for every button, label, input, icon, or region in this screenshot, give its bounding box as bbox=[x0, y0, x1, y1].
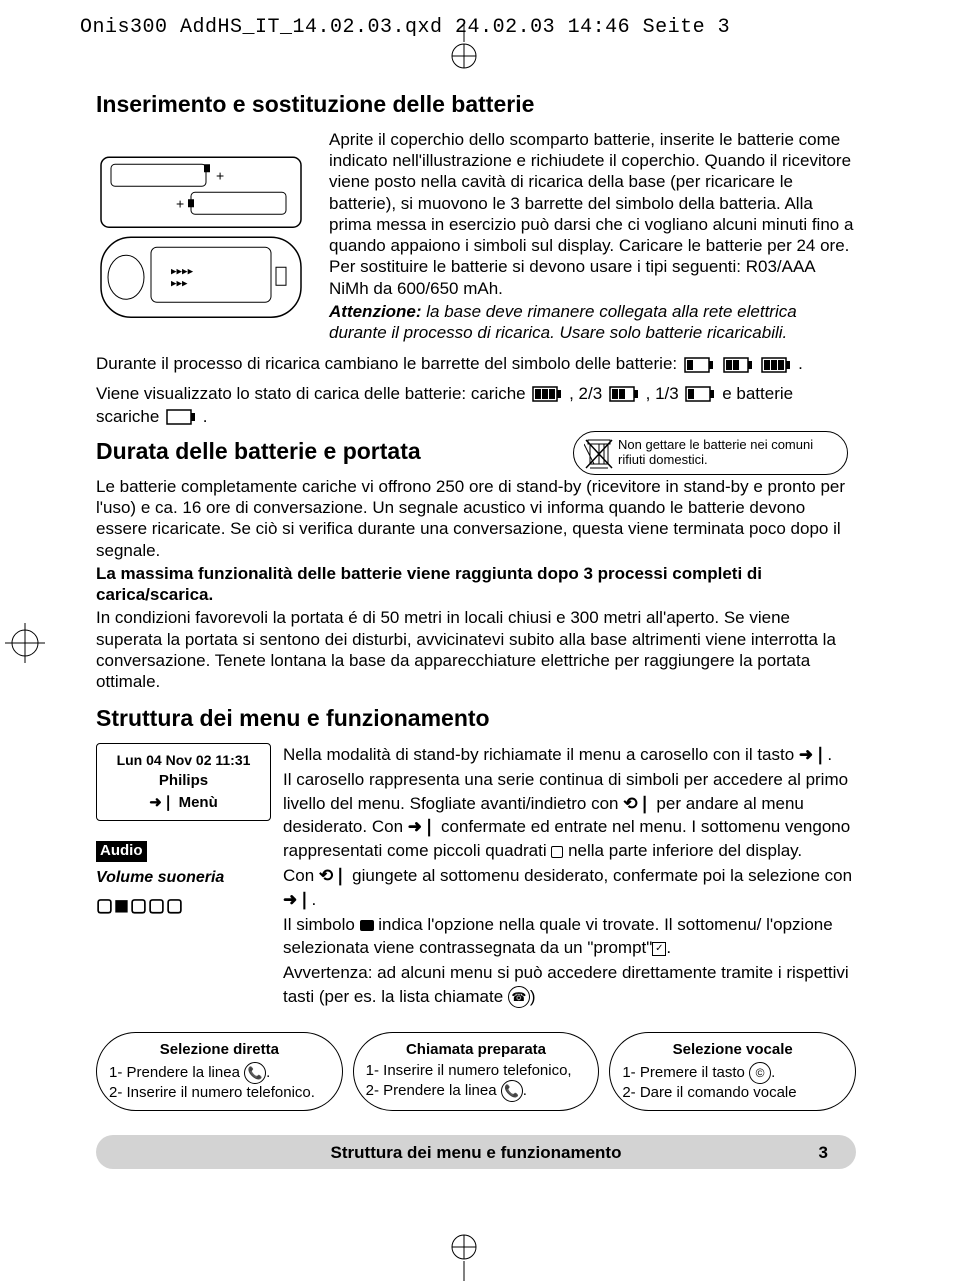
warning-label: Attenzione: bbox=[329, 302, 422, 321]
svg-text:+: + bbox=[176, 195, 184, 211]
battery-two-thirds-icon bbox=[609, 386, 639, 402]
position-icon bbox=[360, 920, 374, 931]
battery-anim-3-icon bbox=[761, 357, 791, 373]
p3b: , 2/3 bbox=[569, 384, 607, 403]
heading-batteries: Inserimento e sostituzione delle batteri… bbox=[96, 90, 856, 119]
p2b: . bbox=[798, 354, 803, 373]
registration-mark-left bbox=[0, 618, 50, 668]
phone-button-icon-2: 📞 bbox=[501, 1080, 523, 1102]
p3c: , 1/3 bbox=[646, 384, 684, 403]
p3a: Viene visualizzato lo stato di carica de… bbox=[96, 384, 530, 403]
m4c: . bbox=[666, 938, 671, 957]
charge-state-line1: Viene visualizzato lo stato di carica de… bbox=[96, 383, 856, 404]
m1b: . bbox=[827, 745, 832, 764]
lcd-audio: Audio bbox=[96, 841, 147, 862]
lcd-level-dots: ▢◼▢▢▢ bbox=[96, 894, 271, 917]
charging-symbol-text: Durante il processo di ricarica cambiano… bbox=[96, 353, 856, 374]
no-trash-icon bbox=[584, 438, 614, 472]
lcd-submenu: Audio Volume suoneria ▢◼▢▢▢ bbox=[96, 839, 271, 916]
print-header: Onis300 AddHS_IT_14.02.03.qxd 24.02.03 1… bbox=[80, 16, 730, 39]
pill2-step2: 2- Prendere la linea bbox=[366, 1082, 501, 1099]
battery-anim-1-icon bbox=[684, 357, 714, 373]
page-number: 3 bbox=[819, 1142, 828, 1163]
battery-empty-icon bbox=[166, 409, 196, 425]
svg-text:▸▸▸: ▸▸▸ bbox=[171, 277, 188, 289]
lcd-standby: Lun 04 Nov 02 11:31 Philips ➜❘ Menù bbox=[96, 743, 271, 821]
footer-bar: Struttura dei menu e funzionamento 3 bbox=[96, 1135, 856, 1169]
voice-button-icon: © bbox=[749, 1062, 771, 1084]
m2d: nella parte inferiore del display. bbox=[563, 841, 802, 860]
registration-mark-top bbox=[450, 22, 478, 76]
pill2-title: Chiamata preparata bbox=[366, 1041, 587, 1060]
lcd-volume: Volume suoneria bbox=[96, 868, 271, 888]
disposal-text: Non gettare le batterie nei comuni rifiu… bbox=[618, 437, 813, 467]
battery-warning: Attenzione: la base deve rimanere colleg… bbox=[329, 301, 856, 344]
pill3-step1: 1- Premere il tasto bbox=[622, 1063, 749, 1080]
pill2-step1: 1- Inserire il numero telefonico, bbox=[366, 1062, 587, 1081]
battery-full-icon bbox=[532, 386, 562, 402]
duration-p2: In condizioni favorevoli la portata é di… bbox=[96, 607, 856, 692]
pill1-step1: 1- Prendere la linea bbox=[109, 1063, 244, 1080]
duration-bold: La massima funzionalità delle batterie v… bbox=[96, 563, 856, 606]
battery-compartment-illustration: + + ▸▸▸▸ ▸▸▸ bbox=[96, 129, 311, 346]
p3e: scariche bbox=[96, 407, 164, 426]
p3f: . bbox=[203, 407, 208, 426]
pill1-step2: 2- Inserire il numero telefonico. bbox=[109, 1084, 330, 1103]
menu-description: Nella modalità di stand-by richiamate il… bbox=[283, 743, 856, 1010]
footer-title: Struttura dei menu e funzionamento bbox=[331, 1142, 622, 1163]
square-icon bbox=[551, 846, 563, 858]
m4a: Il simbolo bbox=[283, 915, 360, 934]
m5: Avvertenza: ad alcuni menu si può accede… bbox=[283, 963, 849, 1006]
lcd-date: Lun 04 Nov 02 11:31 bbox=[103, 750, 264, 770]
phone-button-icon: 📞 bbox=[244, 1062, 266, 1084]
lcd-brand: Philips bbox=[103, 770, 264, 792]
pill1-title: Selezione diretta bbox=[109, 1041, 330, 1060]
m3c: . bbox=[312, 890, 317, 909]
svg-text:+: + bbox=[216, 167, 224, 183]
heading-menu: Struttura dei menu e funzionamento bbox=[96, 704, 856, 733]
registration-mark-bottom bbox=[450, 1227, 478, 1281]
pill3-step2: 2- Dare il comando vocale bbox=[622, 1084, 843, 1103]
pill-voice-select: Selezione vocale 1- Premere il tasto ©. … bbox=[609, 1032, 856, 1112]
m3b: giungete al sottomenu desiderato, confer… bbox=[347, 866, 852, 885]
call-list-button-icon: ☎ bbox=[508, 986, 530, 1008]
battery-anim-2-icon bbox=[723, 357, 753, 373]
m1a: Nella modalità di stand-by richiamate il… bbox=[283, 745, 799, 764]
p2a: Durante il processo di ricarica cambiano… bbox=[96, 354, 682, 373]
pill-prepared-call: Chiamata preparata 1- Inserire il numero… bbox=[353, 1032, 600, 1112]
disposal-callout: Non gettare le batterie nei comuni rifiu… bbox=[573, 431, 848, 475]
pill-direct-select: Selezione diretta 1- Prendere la linea 📞… bbox=[96, 1032, 343, 1112]
m5b: ) bbox=[530, 987, 536, 1006]
pill3-title: Selezione vocale bbox=[622, 1041, 843, 1060]
lcd-menu-label: ➜❘ Menù bbox=[103, 792, 264, 814]
battery-one-third-icon bbox=[685, 386, 715, 402]
p3d: e batterie bbox=[722, 384, 793, 403]
charge-state-line2: scariche . bbox=[96, 406, 856, 427]
prompt-icon: ✓ bbox=[652, 942, 666, 956]
m3a: Con bbox=[283, 866, 319, 885]
duration-p1: Le batterie completamente cariche vi off… bbox=[96, 476, 856, 561]
svg-text:▸▸▸▸: ▸▸▸▸ bbox=[171, 265, 194, 277]
battery-instructions: Aprite il coperchio dello scomparto batt… bbox=[329, 129, 856, 299]
